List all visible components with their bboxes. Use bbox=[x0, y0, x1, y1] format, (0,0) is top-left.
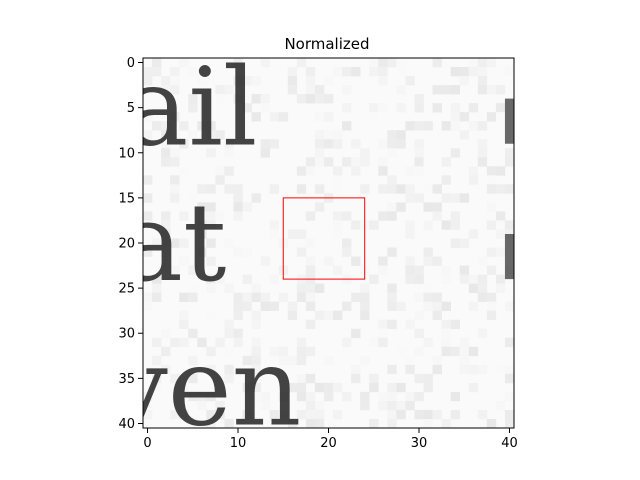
highlight-box bbox=[282, 197, 366, 280]
text-fragment: ail bbox=[124, 46, 257, 171]
y-tick-label: 35 bbox=[118, 372, 135, 387]
edge-glyph bbox=[504, 233, 514, 280]
x-tick-label: 30 bbox=[411, 436, 428, 451]
x-tick-label: 20 bbox=[320, 436, 337, 451]
x-tick-label: 10 bbox=[230, 436, 247, 451]
pixel-layer bbox=[143, 58, 515, 429]
y-tick-label: 0 bbox=[127, 56, 135, 71]
text-fragment: ven bbox=[106, 325, 301, 450]
y-tick-label: 40 bbox=[118, 417, 135, 432]
y-tick-label: 25 bbox=[118, 282, 135, 297]
y-tick-label: 15 bbox=[118, 191, 135, 206]
y-axis: 0 5 10 15 20 25 30 35 40 bbox=[118, 56, 143, 432]
y-tick-label: 30 bbox=[118, 327, 135, 342]
y-tick-label: 10 bbox=[118, 146, 135, 161]
text-fragment: at bbox=[119, 181, 227, 306]
x-tick-label: 0 bbox=[143, 436, 151, 451]
x-tick-label: 40 bbox=[501, 436, 518, 451]
y-tick-label: 20 bbox=[118, 237, 135, 252]
x-axis: 0 10 20 30 40 bbox=[143, 428, 518, 451]
chart-title: Normalized bbox=[284, 35, 369, 53]
y-tick-label: 5 bbox=[127, 101, 135, 116]
edge-glyph bbox=[504, 98, 514, 144]
